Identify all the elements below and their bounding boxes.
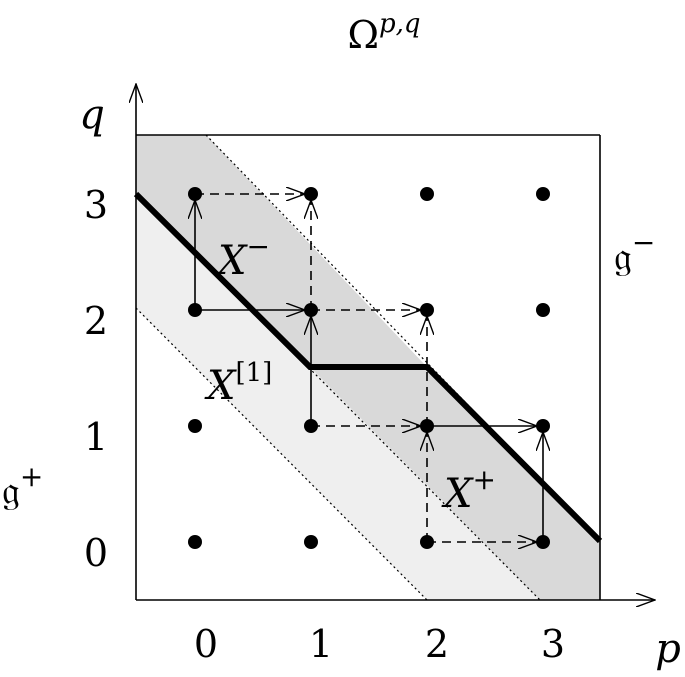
grid-point [536,419,550,433]
y-tick-label: 1 [84,415,108,459]
x-tick-label: 3 [541,622,565,666]
grid-point [188,187,202,201]
grid-point [304,419,318,433]
x-plus-base: X [441,471,474,517]
solid-arrows [195,200,543,542]
g-minus-base: 𝔤 [614,234,632,280]
grid-point [420,419,434,433]
grid-point [188,419,202,433]
x-tick-labels: 0 1 2 3 [194,622,565,666]
grid-point [188,303,202,317]
g-minus-superscript: − [632,226,655,259]
grid-point [304,535,318,549]
x-plus-superscript: + [472,463,495,496]
x-one-base: X [204,363,237,409]
lower-dotted-edge [135,307,428,601]
g-plus-base: 𝔤 [2,468,20,514]
grid-point [536,303,550,317]
x-axis-label: p [655,626,681,672]
grid-point [536,187,550,201]
y-tick-label: 2 [84,299,108,343]
g-plus-label: 𝔤+ [2,460,43,514]
dashed-arrows [195,194,537,542]
x-one-label: X[1] [204,358,272,409]
grid-point [420,187,434,201]
y-tick-label: 0 [84,531,108,575]
thick-boundary-line [133,191,603,544]
g-minus-label: 𝔤− [614,226,655,280]
title-superscript: p,q [379,9,421,39]
x-minus-label: X− [215,230,270,284]
x-one-superscript: [1] [235,358,272,388]
title: Ωp,q [347,9,420,57]
x-tick-label: 0 [194,622,218,666]
y-axis-label: q [79,92,105,138]
grid-point [420,303,434,317]
x-plus-label: X+ [441,463,496,517]
x-tick-label: 2 [425,622,449,666]
grid-point [188,535,202,549]
x-minus-superscript: − [246,230,269,263]
x-tick-label: 1 [309,622,333,666]
title-base: Ω [347,13,379,57]
grid-points [188,187,550,549]
y-tick-label: 3 [84,183,108,227]
g-plus-superscript: + [20,460,43,493]
y-tick-labels: 3 2 1 0 [84,183,108,575]
grid-point [420,535,434,549]
grid-point [304,187,318,201]
grid-point [304,303,318,317]
x-minus-base: X [215,238,248,284]
grid-point [536,535,550,549]
